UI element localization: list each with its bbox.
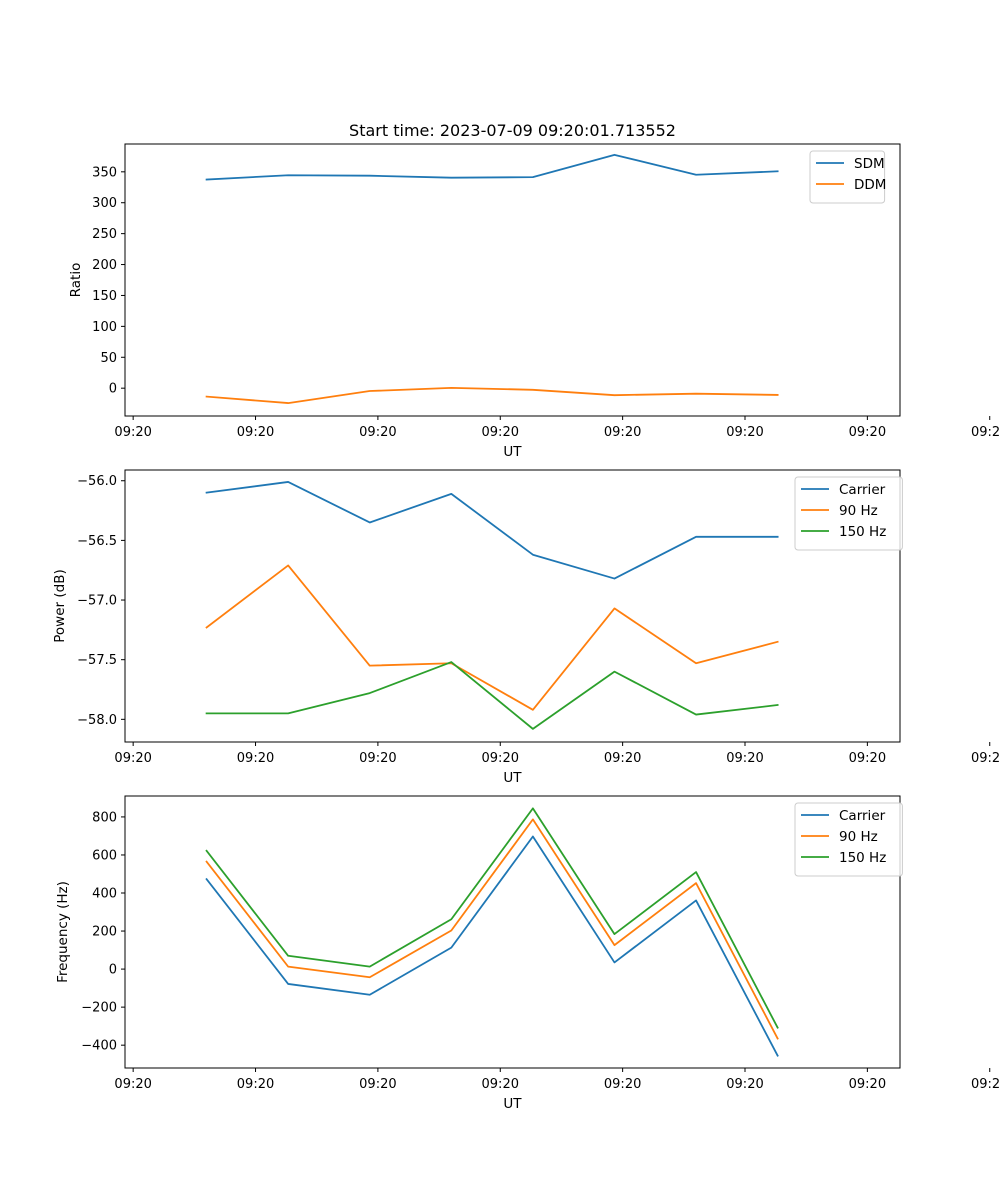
x-tick-label: 09:20 xyxy=(482,751,519,766)
series-line-carrier xyxy=(205,481,779,580)
y-axis-label: Ratio xyxy=(68,263,84,298)
x-tick-label: 09:21 xyxy=(971,1077,1000,1092)
y-tick-label: 300 xyxy=(92,196,117,211)
series-lines xyxy=(205,481,779,730)
y-tick-label: 200 xyxy=(92,925,117,940)
frequency-panel: 09:20 09:20 09:20 09:20 09:20 09:20 09:20 09:21… xyxy=(55,795,1000,1112)
x-axis-label: UT xyxy=(503,444,522,460)
legend-label: Carrier xyxy=(839,808,886,824)
legend: Carrier 90 Hz 150 Hz xyxy=(794,802,903,877)
ratio-panel: Start time: 2023-07-09 09:20:01.713552 0… xyxy=(68,121,1000,460)
x-tick-label: 09:20 xyxy=(114,751,151,766)
y-axis-label: Power (dB) xyxy=(52,569,68,642)
x-tick-label: 09:20 xyxy=(237,1077,274,1092)
x-tick-label: 09:20 xyxy=(849,751,886,766)
x-axis-ticks: 09:20 09:20 09:20 09:20 09:20 09:20 09:20 09:21 xyxy=(114,416,1000,440)
series-lines xyxy=(205,153,779,404)
series-line-sdm xyxy=(205,153,779,181)
x-axis-ticks: 09:20 09:20 09:20 09:20 09:20 09:20 09:20 09:21 xyxy=(114,742,1000,766)
x-tick-label: 09:21 xyxy=(971,751,1000,766)
legend-label: 150 Hz xyxy=(839,850,886,866)
legend: SDM DDM xyxy=(809,150,886,204)
x-tick-label: 09:20 xyxy=(604,1077,641,1092)
y-tick-label: −57.0 xyxy=(77,594,117,609)
y-tick-label: 250 xyxy=(92,227,117,242)
legend-box xyxy=(809,150,886,204)
y-tick-label: 200 xyxy=(92,258,117,273)
y-axis-ticks: −400 −200 0 200 400 600 800 xyxy=(81,810,125,1054)
y-tick-label: −57.5 xyxy=(77,653,117,668)
y-tick-label: 800 xyxy=(92,810,117,825)
series-lines xyxy=(205,807,779,1057)
x-tick-label: 09:20 xyxy=(359,425,396,440)
y-tick-label: −400 xyxy=(81,1039,117,1054)
legend-label: SDM xyxy=(854,156,885,172)
x-tick-label: 09:20 xyxy=(726,751,763,766)
y-tick-label: 0 xyxy=(109,963,117,978)
y-tick-label: 400 xyxy=(92,887,117,902)
x-axis-label: UT xyxy=(503,1096,522,1112)
y-tick-label: −200 xyxy=(81,1001,117,1016)
y-axis-ticks: −58.0 −57.5 −57.0 −56.5 −56.0 xyxy=(77,474,125,728)
x-tick-label: 09:21 xyxy=(971,425,1000,440)
chart-title: Start time: 2023-07-09 09:20:01.713552 xyxy=(349,121,676,140)
plot-area xyxy=(124,795,901,1069)
legend-label: 90 Hz xyxy=(839,503,878,519)
x-tick-label: 09:20 xyxy=(359,751,396,766)
x-tick-label: 09:20 xyxy=(604,751,641,766)
x-tick-label: 09:20 xyxy=(114,425,151,440)
x-tick-label: 09:20 xyxy=(482,425,519,440)
x-tick-label: 09:20 xyxy=(359,1077,396,1092)
x-tick-label: 09:20 xyxy=(237,425,274,440)
y-tick-label: −58.0 xyxy=(77,713,117,728)
y-axis-ticks: 0 50 100 150 200 250 300 350 xyxy=(92,165,125,397)
legend: Carrier 90 Hz 150 Hz xyxy=(794,476,903,551)
x-tick-label: 09:20 xyxy=(849,425,886,440)
x-tick-label: 09:20 xyxy=(237,751,274,766)
series-line-150-hz xyxy=(205,807,779,1029)
x-tick-label: 09:20 xyxy=(114,1077,151,1092)
power-panel: 09:20 09:20 09:20 09:20 09:20 09:20 09:20 09:21… xyxy=(52,469,1000,786)
series-line-ddm xyxy=(205,386,779,404)
x-tick-label: 09:20 xyxy=(482,1077,519,1092)
x-axis-label: UT xyxy=(503,770,522,786)
y-tick-label: 350 xyxy=(92,165,117,180)
legend-label: DDM xyxy=(854,177,886,193)
y-tick-label: −56.0 xyxy=(77,474,117,489)
plot-area xyxy=(124,469,901,743)
y-tick-label: 50 xyxy=(100,351,117,366)
y-tick-label: 100 xyxy=(92,320,117,335)
x-tick-label: 09:20 xyxy=(849,1077,886,1092)
plot-area xyxy=(124,143,901,417)
series-line-carrier xyxy=(205,835,779,1057)
y-tick-label: 150 xyxy=(92,289,117,304)
x-tick-label: 09:20 xyxy=(726,425,763,440)
x-axis-ticks: 09:20 09:20 09:20 09:20 09:20 09:20 09:20 09:21 xyxy=(114,1068,1000,1092)
legend-label: 90 Hz xyxy=(839,829,878,845)
y-axis-label: Frequency (Hz) xyxy=(55,881,71,983)
series-line-150-hz xyxy=(205,661,779,730)
y-tick-label: 600 xyxy=(92,848,117,863)
y-tick-label: −56.5 xyxy=(77,534,117,549)
x-tick-label: 09:20 xyxy=(604,425,641,440)
legend-label: 150 Hz xyxy=(839,524,886,540)
series-line-90-hz xyxy=(205,818,779,1040)
x-tick-label: 09:20 xyxy=(726,1077,763,1092)
y-tick-label: 0 xyxy=(109,382,117,397)
series-line-90-hz xyxy=(205,564,779,711)
legend-label: Carrier xyxy=(839,482,886,498)
